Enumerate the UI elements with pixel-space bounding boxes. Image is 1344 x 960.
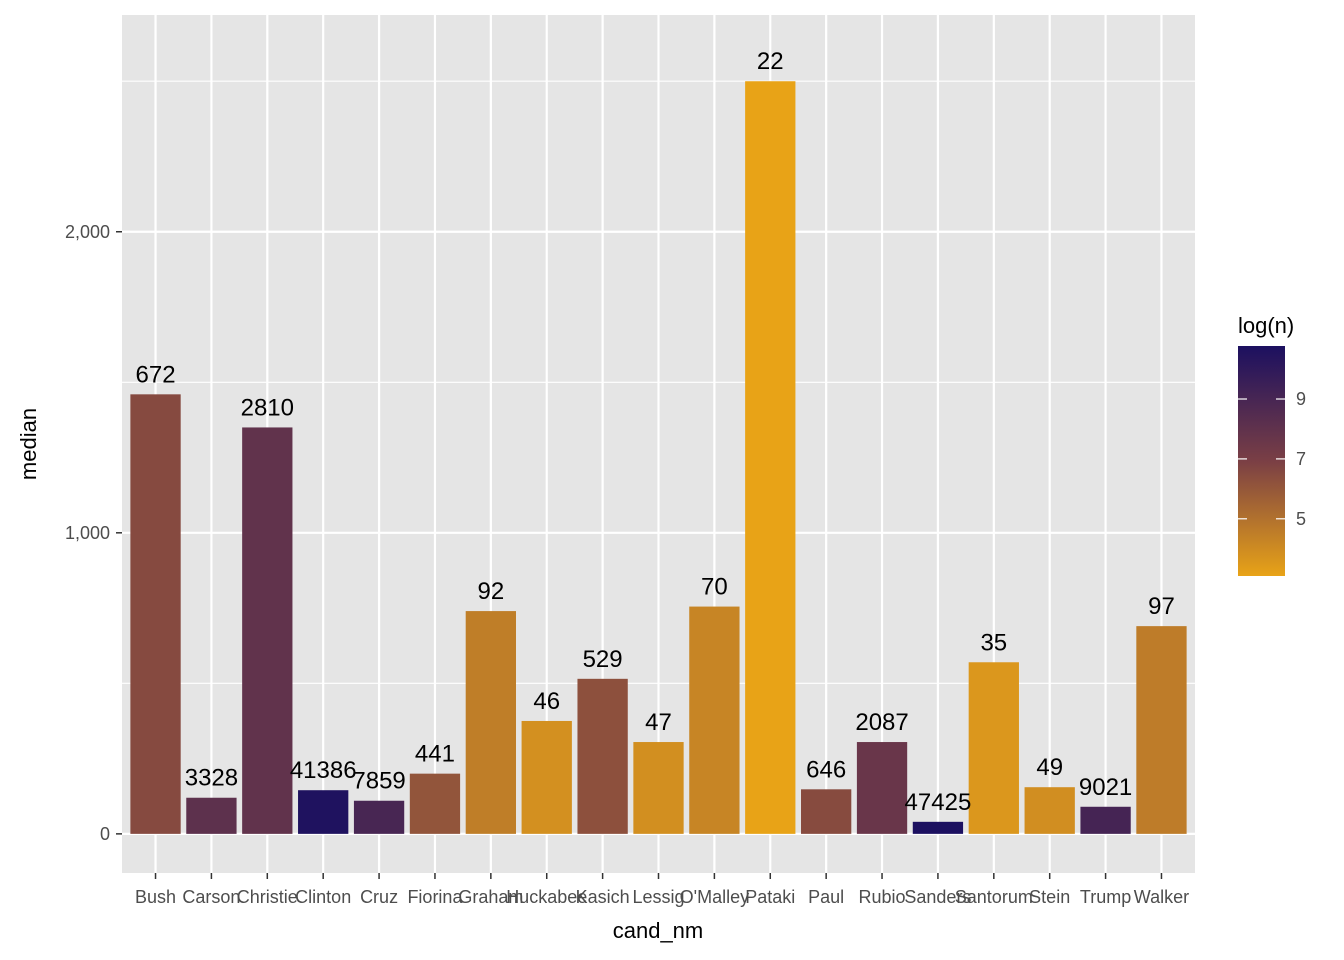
x-tick-label: Fiorina xyxy=(407,887,463,907)
x-tick-label: Kasich xyxy=(576,887,630,907)
bar-fiorina xyxy=(409,773,461,834)
bar-label: 49 xyxy=(1036,754,1063,781)
bar-label: 41386 xyxy=(290,757,357,784)
x-tick-label: Christie xyxy=(237,887,298,907)
x-tick-label: Huckabee xyxy=(506,887,587,907)
bar-label: 529 xyxy=(583,646,623,673)
bar-stein xyxy=(1024,787,1075,834)
bar-walker xyxy=(1136,626,1187,834)
bar-label: 35 xyxy=(980,629,1007,656)
bar-label: 97 xyxy=(1148,593,1175,620)
x-tick-label: Carson xyxy=(182,887,240,907)
bar-label: 47425 xyxy=(905,789,972,816)
bar-label: 441 xyxy=(415,741,455,768)
bar-label: 646 xyxy=(806,756,846,783)
y-tick-label: 2,000 xyxy=(65,222,110,242)
x-tick-label: Santorum xyxy=(955,887,1033,907)
legend-tick-label: 9 xyxy=(1296,389,1306,409)
bar-label: 70 xyxy=(701,574,728,601)
x-tick-label: Lessig xyxy=(632,887,684,907)
y-tick-label: 0 xyxy=(100,824,110,844)
bar-rubio xyxy=(856,742,908,834)
bar-paul xyxy=(801,789,852,834)
bar-huckabee xyxy=(521,720,572,834)
bar-trump xyxy=(1080,806,1131,834)
bar-pataki xyxy=(745,81,796,834)
x-tick-label: Paul xyxy=(808,887,844,907)
x-tick-label: O'Malley xyxy=(680,887,749,907)
bars xyxy=(130,81,1187,834)
x-tick-label: Cruz xyxy=(360,887,398,907)
y-axis-title: median xyxy=(16,408,41,480)
bar-santorum xyxy=(968,662,1019,834)
x-tick-label: Sanders xyxy=(904,887,971,907)
bar-graham xyxy=(465,611,516,834)
x-tick-label: Bush xyxy=(135,887,176,907)
legend-title: log(n) xyxy=(1238,313,1294,338)
bar-cruz xyxy=(353,800,405,834)
x-tick-label: Stein xyxy=(1029,887,1070,907)
y-tick-label: 1,000 xyxy=(65,523,110,543)
bar-label: 2087 xyxy=(855,709,908,736)
x-tick-label: Walker xyxy=(1134,887,1189,907)
legend-tick-label: 5 xyxy=(1296,509,1306,529)
bar-bush xyxy=(130,394,181,834)
bar-label: 47 xyxy=(645,709,672,736)
bar-sanders xyxy=(912,821,964,834)
bar-o-malley xyxy=(689,606,740,834)
bar-label: 22 xyxy=(757,48,784,75)
bar-label: 46 xyxy=(533,688,560,715)
bar-christie xyxy=(242,427,293,834)
bar-label: 92 xyxy=(477,578,504,605)
x-axis-title: cand_nm xyxy=(613,918,704,943)
legend-ticks: 5 7 9 xyxy=(1238,389,1306,529)
x-tick-label: Trump xyxy=(1080,887,1131,907)
major-gridlines xyxy=(122,15,1195,873)
bar-label: 3328 xyxy=(185,765,238,792)
bar-label: 9021 xyxy=(1079,774,1132,801)
x-tick-label: Graham xyxy=(458,887,523,907)
legend-tick-label: 7 xyxy=(1296,449,1306,469)
bar-label: 7859 xyxy=(352,768,405,795)
legend-colorbar xyxy=(1238,346,1285,576)
bar-lessig xyxy=(633,742,684,834)
bar-carson xyxy=(186,797,237,834)
x-tick-label: Clinton xyxy=(295,887,351,907)
x-tick-label: Rubio xyxy=(859,887,906,907)
legend: log(n) 5 7 9 xyxy=(1238,313,1306,576)
bar-clinton xyxy=(298,790,349,834)
bar-kasich xyxy=(577,678,628,834)
x-tick-label: Pataki xyxy=(745,887,795,907)
y-axis: 0 1,000 2,000 xyxy=(65,222,122,844)
bar-label: 672 xyxy=(136,361,176,388)
bar-label: 2810 xyxy=(241,394,294,421)
